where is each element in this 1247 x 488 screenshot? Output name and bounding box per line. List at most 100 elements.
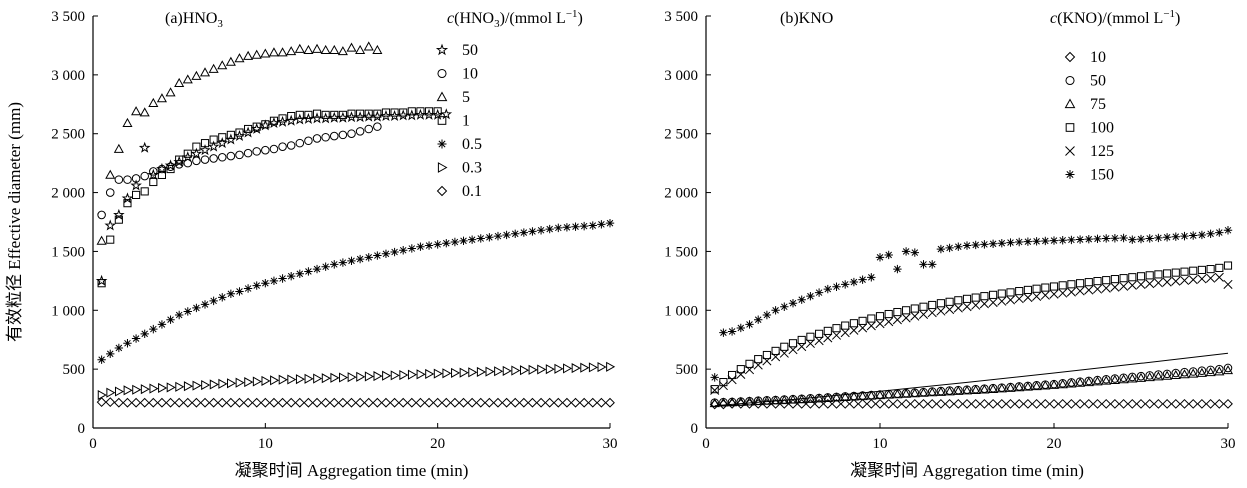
data-point [805,393,816,403]
data-point [971,300,981,310]
fit-line [714,352,1229,407]
data-point [252,376,262,387]
data-point [1076,279,1085,288]
data-point [1154,370,1163,379]
data-point [1075,235,1085,244]
data-point [346,397,357,408]
data-point [1109,398,1120,409]
data-point [1215,364,1224,374]
data-point [1206,229,1215,238]
data-point [1135,372,1147,382]
data-point [988,239,998,248]
data-point [104,219,117,231]
data-point [1136,272,1146,281]
data-point [831,398,842,409]
data-point [355,397,366,408]
data-point [1005,295,1016,305]
data-point [311,43,323,53]
data-point [953,385,964,395]
data-point [174,160,184,169]
data-point [183,307,192,316]
data-point [814,288,824,297]
data-point [1066,378,1077,388]
data-point [841,321,850,330]
data-point [1188,275,1198,285]
data-point [251,49,262,59]
data-point [945,243,954,253]
data-point [381,249,391,258]
data-point [1188,368,1199,378]
data-point [140,329,149,339]
y-axis-title: 有效粒径 Effective diameter (mm) [5,102,24,342]
data-point [536,397,546,408]
data-point [1153,398,1164,409]
data-point [1066,398,1077,409]
data-point [1093,277,1102,286]
data-point [113,208,125,220]
data-point [1022,398,1033,409]
series-100 [710,261,1233,394]
data-point [166,164,175,174]
data-point [192,303,201,313]
data-point [166,315,175,324]
data-point [1023,237,1033,246]
data-point [1092,284,1103,294]
data-point [216,137,229,149]
data-point [909,398,920,409]
data-point [373,371,383,382]
data-point [303,397,314,408]
data-point [97,279,106,288]
data-point [1057,398,1068,409]
data-point [399,246,408,255]
data-point [1014,382,1025,392]
data-point [970,384,981,394]
data-point [537,364,547,375]
series-0.5 [97,218,615,364]
data-point [468,367,478,378]
data-point [875,398,885,409]
data-point [356,371,366,382]
data-point [953,398,964,409]
data-point [545,364,555,375]
data-point [174,77,185,87]
data-point [244,124,253,134]
data-point [131,106,142,116]
data-point [1041,283,1050,292]
data-point [1040,380,1051,390]
data-point [106,349,115,359]
data-point [321,373,331,384]
data-point [728,370,737,380]
data-point [192,380,202,391]
data-point [1032,237,1041,246]
data-point [511,229,520,238]
data-point [780,302,789,311]
data-point [1005,382,1016,392]
data-point [442,238,451,248]
data-point [1110,234,1120,243]
data-point [158,382,168,394]
legend-marker-circle [1065,75,1075,86]
series-1 [97,107,442,288]
data-point [1171,268,1180,277]
data-point [424,241,434,250]
data-point [901,247,911,256]
data-point [806,332,815,341]
data-point [936,306,946,316]
data-point [295,138,305,148]
data-point [909,388,920,398]
data-point [1170,369,1181,380]
data-point [727,327,737,336]
data-point [1136,279,1146,290]
data-point [858,323,868,333]
data-point [218,293,227,302]
legend-marker-cross [1065,146,1075,156]
data-point [840,328,850,338]
data-point [857,398,868,409]
data-point [363,41,374,51]
data-point [1215,228,1224,237]
data-point [762,350,771,360]
data-point [571,363,581,374]
data-point [1180,231,1189,241]
data-point [928,260,937,269]
data-point [1179,398,1190,409]
